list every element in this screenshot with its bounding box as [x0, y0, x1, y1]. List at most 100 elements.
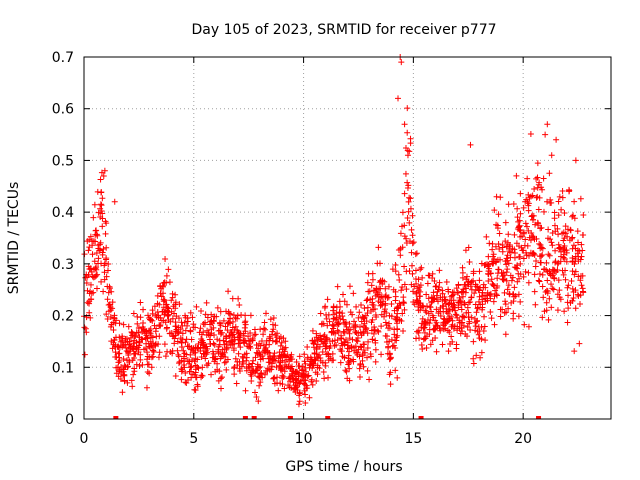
- data-point: [562, 230, 569, 237]
- data-point: [281, 368, 288, 375]
- data-point: [551, 209, 558, 216]
- data-point: [381, 306, 388, 313]
- data-point: [123, 344, 130, 351]
- data-point: [470, 338, 477, 345]
- data-point: [143, 328, 150, 335]
- data-point: [511, 231, 518, 238]
- data-point: [341, 319, 348, 326]
- data-point: [572, 157, 579, 164]
- data-point: [251, 326, 258, 333]
- data-point: [354, 335, 361, 342]
- data-point: [83, 280, 90, 287]
- data-point: [458, 319, 464, 326]
- data-point: [521, 321, 528, 328]
- data-point: [331, 311, 338, 318]
- data-point: [549, 272, 556, 279]
- data-point: [236, 302, 243, 308]
- data-point: [240, 337, 247, 344]
- data-point: [280, 351, 287, 358]
- data-point: [534, 160, 541, 167]
- data-point: [520, 255, 527, 262]
- data-point: [260, 325, 267, 332]
- data-point: [507, 249, 514, 256]
- data-point: [531, 252, 538, 259]
- data-point: [543, 259, 550, 266]
- data-point: [449, 317, 456, 324]
- data-point: [539, 186, 546, 193]
- data-point: [120, 356, 127, 363]
- data-point: [361, 341, 368, 348]
- data-point: [93, 250, 100, 257]
- data-points: [81, 54, 587, 419]
- data-point: [223, 338, 230, 345]
- data-point: [503, 261, 510, 268]
- data-point: [398, 59, 405, 66]
- data-point: [559, 194, 566, 201]
- data-point: [319, 348, 326, 355]
- data-point: [413, 250, 420, 257]
- x-tick-label: 10: [295, 431, 313, 447]
- y-tick-label: 0.1: [52, 360, 74, 376]
- data-point: [254, 361, 261, 368]
- data-point: [296, 398, 303, 405]
- data-point: [178, 376, 185, 383]
- data-point: [347, 326, 354, 333]
- data-point: [416, 335, 423, 342]
- data-point: [490, 282, 497, 289]
- data-point: [209, 320, 216, 327]
- data-point: [122, 339, 129, 346]
- data-point: [267, 316, 274, 323]
- data-point: [525, 323, 532, 330]
- data-point: [517, 298, 524, 305]
- data-point: [535, 206, 542, 213]
- data-point: [342, 367, 349, 374]
- data-point: [579, 285, 586, 292]
- data-point: [413, 280, 420, 287]
- data-point: [235, 329, 242, 336]
- data-point: [165, 311, 172, 318]
- data-point: [359, 357, 366, 364]
- data-point: [107, 313, 114, 320]
- data-point: [517, 271, 524, 278]
- data-point: [352, 321, 359, 328]
- data-point: [505, 282, 512, 289]
- data-point: [564, 233, 571, 240]
- data-point: [175, 329, 182, 336]
- data-point: [86, 300, 93, 307]
- data-point: [392, 288, 399, 295]
- data-point: [121, 371, 128, 378]
- data-point: [567, 227, 574, 234]
- data-point: [578, 282, 585, 289]
- data-point: [471, 290, 478, 297]
- data-point: [543, 287, 550, 294]
- data-point: [253, 342, 260, 349]
- data-point: [432, 283, 439, 290]
- data-point: [234, 362, 241, 369]
- data-point: [202, 355, 209, 362]
- data-point: [333, 314, 340, 321]
- data-point: [391, 307, 398, 314]
- data-point: [406, 238, 413, 245]
- data-point: [415, 327, 422, 334]
- data-point: [401, 190, 408, 197]
- data-point: [364, 304, 371, 311]
- data-point: [555, 212, 562, 219]
- data-point: [333, 304, 340, 311]
- data-point: [466, 259, 473, 266]
- data-point: [405, 208, 412, 215]
- data-point: [358, 302, 365, 309]
- data-point: [286, 358, 293, 365]
- data-point: [263, 337, 270, 344]
- data-point: [372, 311, 379, 318]
- data-point: [305, 372, 312, 379]
- data-point: [487, 290, 494, 297]
- data-point: [136, 362, 143, 369]
- data-point: [536, 253, 543, 260]
- data-point: [412, 251, 419, 258]
- data-point: [155, 341, 162, 348]
- data-point: [324, 322, 331, 329]
- data-point: [334, 327, 341, 334]
- data-point: [388, 301, 395, 308]
- data-point: [264, 365, 271, 372]
- data-point: [320, 368, 327, 375]
